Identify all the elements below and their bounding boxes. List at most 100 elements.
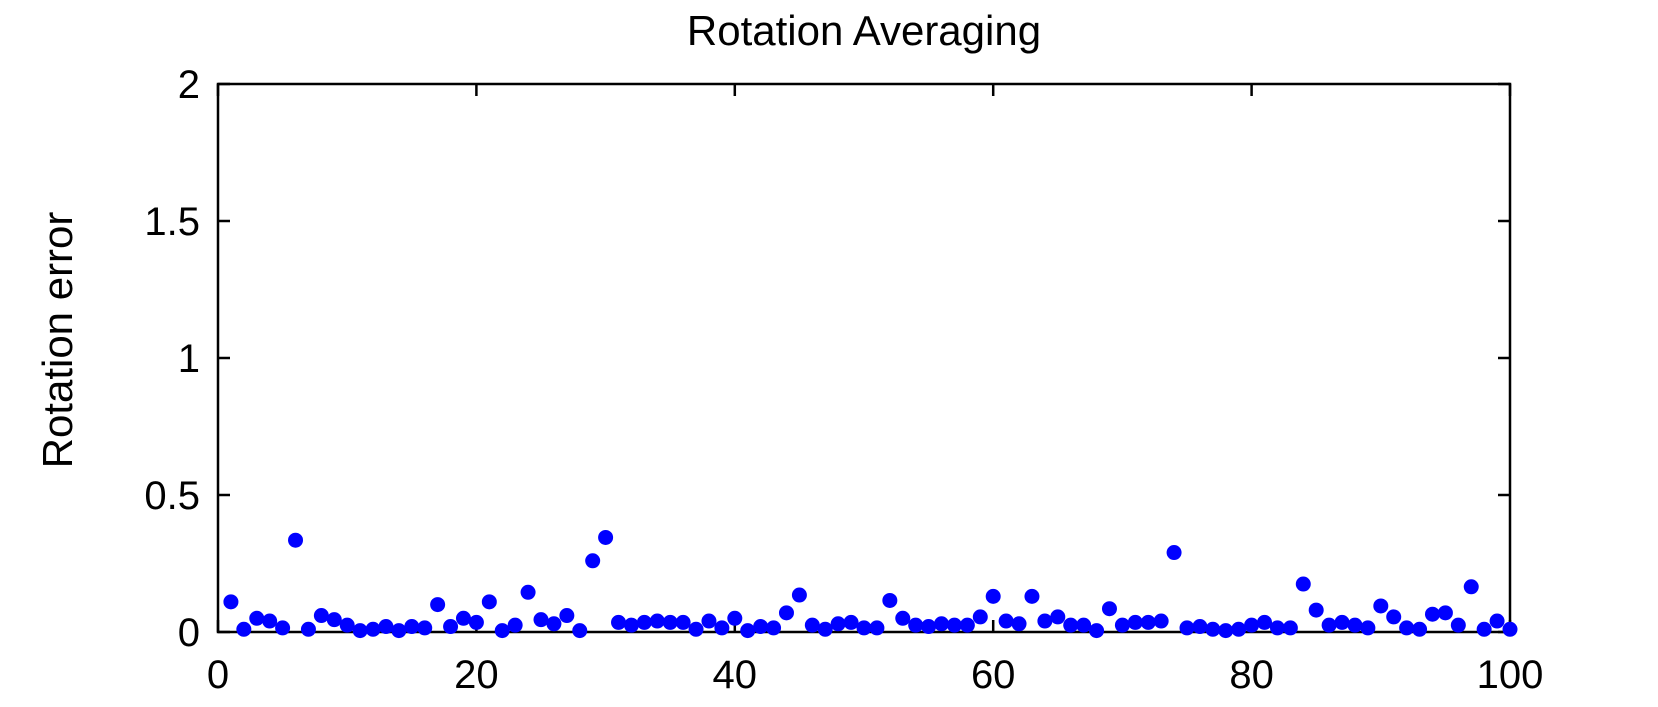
y-tick-label: 0.5 bbox=[144, 474, 200, 518]
data-point bbox=[934, 616, 950, 632]
data-point bbox=[701, 613, 717, 629]
data-point bbox=[468, 614, 484, 630]
data-point bbox=[1463, 579, 1479, 595]
data-point bbox=[675, 614, 691, 630]
data-point bbox=[636, 614, 652, 630]
data-point bbox=[559, 608, 575, 624]
data-point bbox=[1347, 617, 1363, 633]
data-point bbox=[908, 617, 924, 633]
data-point bbox=[494, 623, 510, 639]
data-point bbox=[753, 619, 769, 635]
data-points bbox=[223, 529, 1518, 639]
x-tick-label: 0 bbox=[207, 653, 229, 697]
data-point bbox=[778, 605, 794, 621]
data-point bbox=[572, 623, 588, 639]
data-point bbox=[1476, 621, 1492, 637]
data-point bbox=[598, 529, 614, 545]
data-point bbox=[1424, 606, 1440, 622]
data-point bbox=[1140, 614, 1156, 630]
data-point bbox=[1360, 620, 1376, 636]
data-point bbox=[1050, 609, 1066, 625]
data-point bbox=[1334, 614, 1350, 630]
data-point bbox=[985, 588, 1001, 604]
data-point bbox=[533, 612, 549, 628]
data-point bbox=[1231, 621, 1247, 637]
data-point bbox=[546, 616, 562, 632]
data-point bbox=[714, 620, 730, 636]
data-point bbox=[300, 621, 316, 637]
data-point bbox=[507, 617, 523, 633]
data-point bbox=[1244, 617, 1260, 633]
data-point bbox=[882, 592, 898, 608]
data-point bbox=[236, 621, 252, 637]
data-point bbox=[1257, 614, 1273, 630]
data-point bbox=[313, 608, 329, 624]
data-point bbox=[326, 612, 342, 628]
data-point bbox=[869, 620, 885, 636]
data-point bbox=[1450, 617, 1466, 633]
data-point bbox=[1192, 619, 1208, 635]
data-point bbox=[766, 620, 782, 636]
data-point bbox=[649, 613, 665, 629]
data-point bbox=[1269, 620, 1285, 636]
data-point bbox=[1386, 609, 1402, 625]
y-tick-label: 1 bbox=[178, 337, 200, 381]
data-point bbox=[378, 619, 394, 635]
data-point bbox=[430, 597, 446, 613]
data-point bbox=[921, 619, 937, 635]
data-point bbox=[856, 620, 872, 636]
data-point bbox=[895, 610, 911, 626]
data-point bbox=[1127, 614, 1143, 630]
data-point bbox=[727, 610, 743, 626]
data-point bbox=[1399, 620, 1415, 636]
data-point bbox=[1114, 617, 1130, 633]
data-point bbox=[352, 623, 368, 639]
data-point bbox=[1205, 621, 1221, 637]
data-point bbox=[520, 584, 536, 600]
data-point bbox=[791, 587, 807, 603]
data-point bbox=[972, 609, 988, 625]
data-point bbox=[1063, 617, 1079, 633]
data-point bbox=[1037, 613, 1053, 629]
data-point bbox=[1218, 623, 1234, 639]
data-point bbox=[740, 623, 756, 639]
data-point bbox=[817, 621, 833, 637]
axis-ticks: 0 20 40 60 80 100 0 0.5 1 1.5 2 bbox=[144, 63, 1543, 697]
data-point bbox=[223, 594, 239, 610]
data-point bbox=[339, 617, 355, 633]
data-point bbox=[1282, 620, 1298, 636]
data-point bbox=[623, 617, 639, 633]
data-point bbox=[959, 617, 975, 633]
data-point bbox=[830, 616, 846, 632]
data-point bbox=[1437, 605, 1453, 621]
data-point bbox=[391, 623, 407, 639]
data-point bbox=[1024, 588, 1040, 604]
data-point bbox=[804, 617, 820, 633]
data-point bbox=[1101, 601, 1117, 617]
data-point bbox=[1308, 602, 1324, 618]
data-point bbox=[946, 617, 962, 633]
data-point bbox=[1179, 620, 1195, 636]
data-point bbox=[1295, 576, 1311, 592]
x-tick-label: 20 bbox=[454, 653, 499, 697]
data-point bbox=[1089, 623, 1105, 639]
data-point bbox=[417, 620, 433, 636]
data-point bbox=[404, 619, 420, 635]
plot-frame bbox=[216, 82, 1512, 634]
data-point bbox=[481, 594, 497, 610]
x-tick-label: 40 bbox=[713, 653, 758, 697]
data-point bbox=[611, 614, 627, 630]
data-point bbox=[1321, 617, 1337, 633]
data-point bbox=[662, 614, 678, 630]
data-point bbox=[1011, 616, 1027, 632]
data-point bbox=[1153, 613, 1169, 629]
data-point bbox=[443, 619, 459, 635]
data-point bbox=[1489, 613, 1505, 629]
data-point bbox=[1412, 621, 1428, 637]
chart-title: Rotation Averaging bbox=[687, 7, 1041, 54]
data-point bbox=[455, 610, 471, 626]
data-point bbox=[262, 613, 278, 629]
y-tick-label: 1.5 bbox=[144, 200, 200, 244]
data-point bbox=[1502, 621, 1518, 637]
